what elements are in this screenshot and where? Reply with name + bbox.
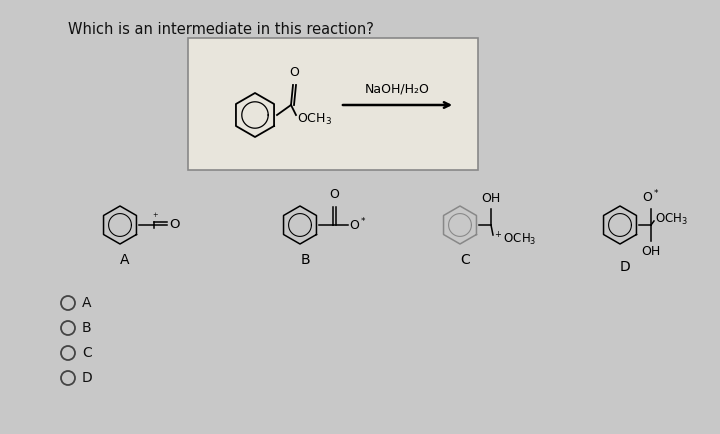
Text: OCH$_3$: OCH$_3$ [297,112,332,127]
Text: O: O [169,218,179,231]
Text: NaOH/H₂O: NaOH/H₂O [365,82,430,95]
Text: A: A [82,296,91,310]
Text: $^+$: $^+$ [151,212,159,222]
Text: O: O [329,188,339,201]
Text: Which is an intermediate in this reaction?: Which is an intermediate in this reactio… [68,22,374,37]
Text: OH: OH [642,245,661,258]
Text: B: B [82,321,91,335]
Text: O$^*$: O$^*$ [642,188,660,205]
Text: C: C [460,253,470,267]
Text: OH: OH [482,192,500,205]
Text: OCH$_3$: OCH$_3$ [655,211,688,227]
Text: C: C [82,346,91,360]
Text: O: O [289,66,299,79]
Text: O$^*$: O$^*$ [349,217,367,233]
Text: A: A [120,253,130,267]
Text: B: B [300,253,310,267]
Text: D: D [82,371,93,385]
Text: D: D [620,260,631,274]
Text: $^+$OCH$_3$: $^+$OCH$_3$ [493,230,536,248]
Bar [188,38,478,170]
